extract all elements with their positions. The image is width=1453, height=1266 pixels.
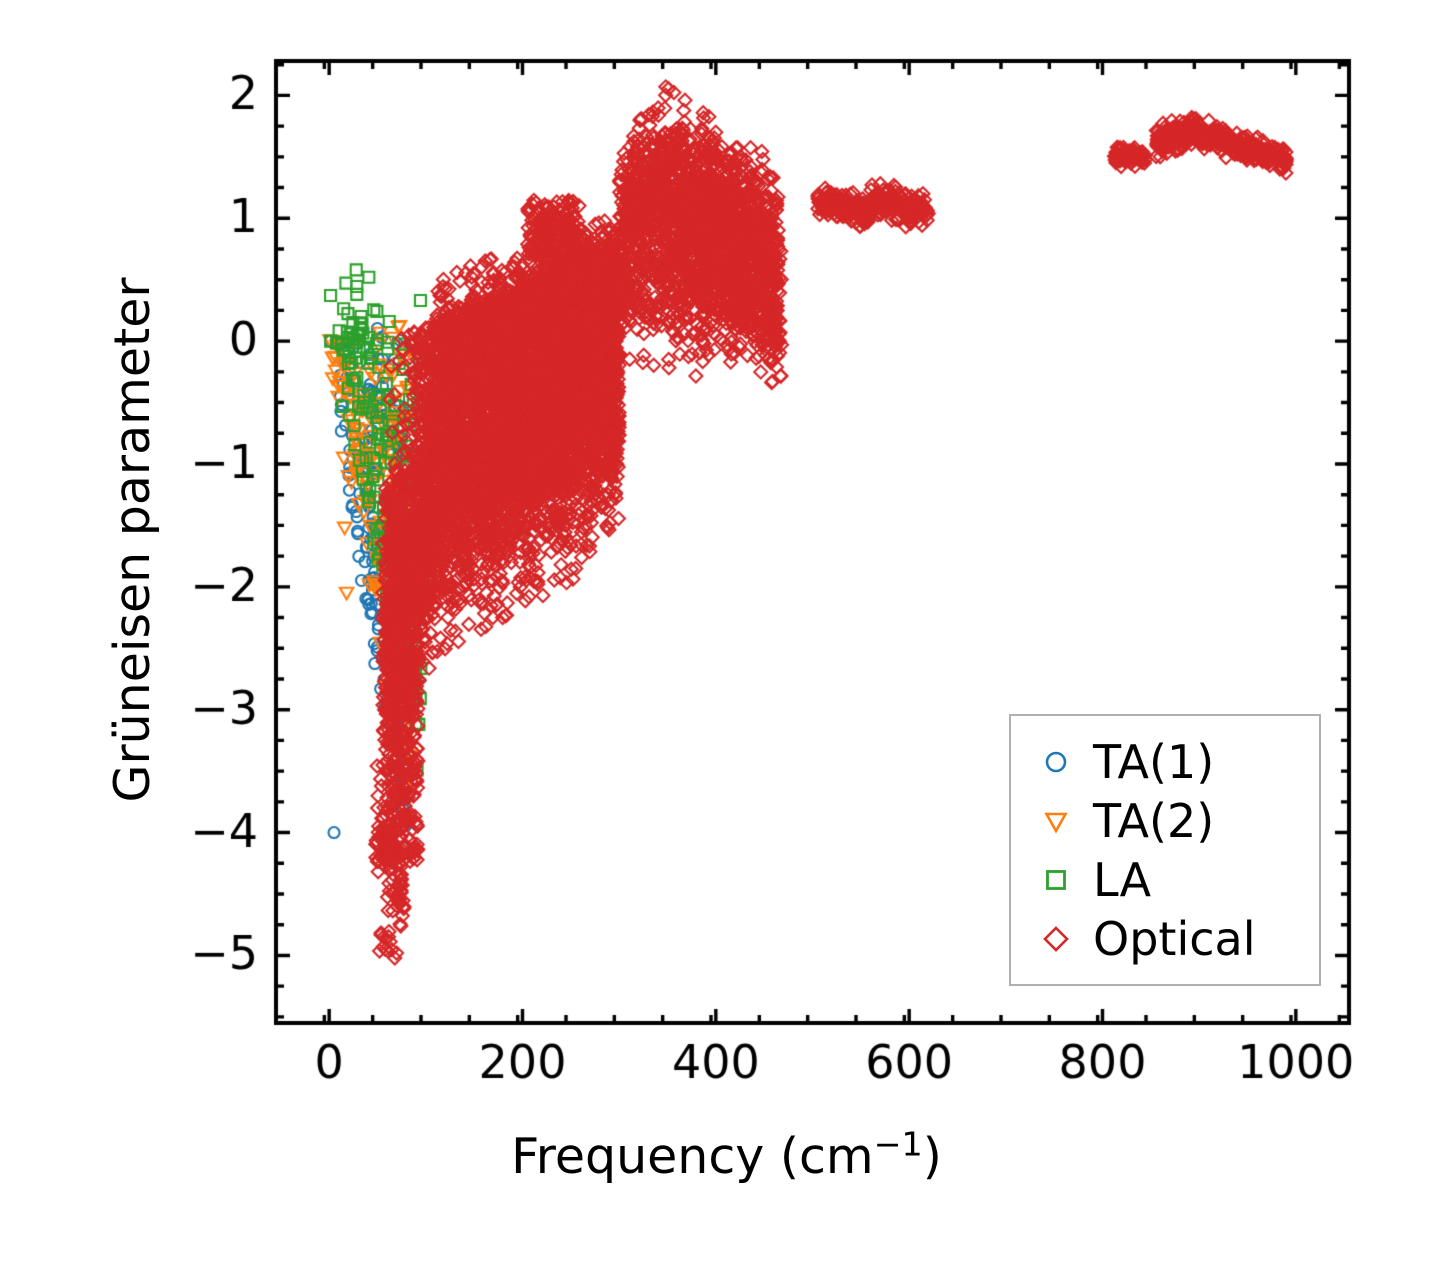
legend-label-ta2: TA(2) [1093, 793, 1215, 848]
legend-entry-ta1[interactable]: TA(1) [1011, 732, 1319, 791]
x-axis-label-base: Frequency (cm [511, 1128, 874, 1185]
legend-entry-optical[interactable]: Optical [1011, 909, 1319, 968]
x-axis-label-tail: ) [922, 1128, 942, 1185]
diamond-marker-icon [1033, 916, 1079, 962]
circle-marker-icon [1033, 739, 1079, 785]
legend-label-ta1: TA(1) [1093, 734, 1215, 789]
y-axis-label: Grüneisen parameter [104, 277, 161, 803]
triangle-down-marker-icon [1033, 798, 1079, 844]
square-marker-icon [1033, 857, 1079, 903]
legend-entry-ta2[interactable]: TA(2) [1011, 791, 1319, 850]
legend-label-optical: Optical [1093, 911, 1256, 966]
x-axis-label: Frequency (cm−1) [0, 1128, 1453, 1185]
legend: TA(1) TA(2) LA Optical [1009, 714, 1321, 986]
x-axis-label-exponent: −1 [873, 1124, 923, 1164]
legend-label-la: LA [1093, 852, 1152, 907]
legend-entry-la[interactable]: LA [1011, 850, 1319, 909]
